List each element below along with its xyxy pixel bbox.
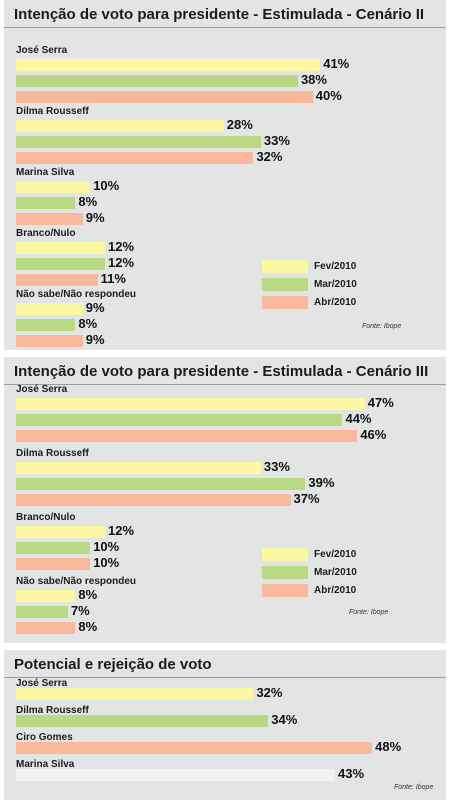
bar-branco-nulo-fev-2010 [16,526,106,538]
data-label-branco-nulo-mar-2010: 10% [93,539,120,554]
chart-title: Intenção de voto para presidente - Estim… [14,6,425,23]
data-label-marina-silva: 43% [338,766,365,781]
chart-panel-cenario-iii: Intenção de voto para presidente - Estim… [4,357,446,643]
bar-jose-serra-abr-2010 [16,91,313,103]
data-label-nao-sabe-nao-respondeu-mar-2010: 7% [70,603,90,618]
legend-label-abr-2010: Abr/2010 [314,585,357,596]
category-label-marina-silva: Marina Silva [16,759,75,770]
bar-nao-sabe-nao-respondeu-fev-2010 [16,303,83,315]
bar-branco-nulo-abr-2010 [16,274,98,286]
bar-branco-nulo-abr-2010 [16,558,91,570]
data-label-dilma-rousseff-fev-2010: 28% [226,117,253,132]
data-label-jose-serra-fev-2010: 47% [367,395,394,410]
category-label-branco-nulo: Branco/Nulo [16,228,76,239]
title-divider [4,27,446,28]
bar-branco-nulo-mar-2010 [16,258,106,270]
bar-marina-silva-fev-2010 [16,181,91,193]
bar-branco-nulo-mar-2010 [16,542,91,554]
bar-marina-silva [16,769,336,781]
bar-nao-sabe-nao-respondeu-fev-2010 [16,590,76,602]
category-label-dilma-rousseff: Dilma Rousseff [16,448,89,459]
bar-jose-serra-fev-2010 [16,398,365,410]
data-label-nao-sabe-nao-respondeu-fev-2010: 9% [85,300,105,315]
data-label-nao-sabe-nao-respondeu-fev-2010: 8% [78,587,98,602]
legend-swatch-mar-2010 [262,566,308,579]
category-label-nao-sabe-nao-respondeu: Não sabe/Não respondeu [16,289,137,300]
chart-panel-potencial-rejeicao: Potencial e rejeição de voto José Serra 32… [4,650,446,800]
bar-nao-sabe-nao-respondeu-mar-2010 [16,319,76,331]
legend-swatch-fev-2010 [262,260,308,273]
data-label-dilma-rousseff-fev-2010: 33% [263,459,290,474]
legend-label-mar-2010: Mar/2010 [314,567,357,578]
data-label-nao-sabe-nao-respondeu-abr-2010: 9% [85,332,105,347]
source-note: Fonte: Ibope [349,609,389,616]
bar-dilma-rousseff-abr-2010 [16,494,291,506]
bar-marina-silva-abr-2010 [16,213,83,225]
legend-label-abr-2010: Abr/2010 [314,297,357,308]
bar-jose-serra-abr-2010 [16,430,358,442]
bar-dilma-rousseff-mar-2010 [16,478,306,490]
data-label-dilma-rousseff: 34% [271,712,298,727]
chart-title: Intenção de voto para presidente - Estim… [14,363,429,380]
source-note: Fonte: Ibope [394,784,434,791]
data-label-dilma-rousseff-abr-2010: 37% [293,491,320,506]
data-label-jose-serra: 32% [256,685,283,700]
bar-dilma-rousseff-fev-2010 [16,462,261,474]
category-label-nao-sabe-nao-respondeu: Não sabe/Não respondeu [16,576,137,587]
bar-nao-sabe-nao-respondeu-abr-2010 [16,622,76,634]
chart-panel-cenario-ii: Intenção de voto para presidente - Estim… [4,0,446,350]
data-label-branco-nulo-abr-2010: 10% [93,555,120,570]
data-label-branco-nulo-mar-2010: 12% [108,255,135,270]
bar-dilma-rousseff-fev-2010 [16,120,224,132]
data-label-jose-serra-abr-2010: 46% [360,427,387,442]
source-note: Fonte: Ibope [362,323,402,330]
data-label-branco-nulo-abr-2010: 11% [100,271,126,286]
legend-label-fev-2010: Fev/2010 [314,261,357,272]
bar-branco-nulo-fev-2010 [16,242,106,254]
category-label-marina-silva: Marina Silva [16,167,75,178]
legend-label-mar-2010: Mar/2010 [314,279,357,290]
category-label-jose-serra: José Serra [16,384,68,395]
bar-dilma-rousseff-mar-2010 [16,136,261,148]
bar-nao-sabe-nao-respondeu-abr-2010 [16,335,83,347]
legend-swatch-abr-2010 [262,584,308,597]
category-label-branco-nulo: Branco/Nulo [16,512,76,523]
data-label-marina-silva-fev-2010: 10% [93,178,120,193]
category-label-dilma-rousseff: Dilma Rousseff [16,705,89,716]
bar-jose-serra-fev-2010 [16,59,321,71]
data-label-dilma-rousseff-mar-2010: 39% [308,475,335,490]
bar-jose-serra-mar-2010 [16,75,298,87]
category-label-jose-serra: José Serra [16,45,68,56]
bar-dilma-rousseff-abr-2010 [16,152,254,164]
data-label-jose-serra-fev-2010: 41% [323,56,350,71]
title-divider [4,677,446,678]
bar-ciro-gomes [16,742,373,754]
data-label-dilma-rousseff-mar-2010: 33% [263,133,290,148]
data-label-marina-silva-abr-2010: 9% [85,210,105,225]
bar-jose-serra [16,688,254,700]
legend-swatch-mar-2010 [262,278,308,291]
data-label-branco-nulo-fev-2010: 12% [108,239,135,254]
data-label-jose-serra-mar-2010: 44% [345,411,372,426]
data-label-jose-serra-mar-2010: 38% [300,72,327,87]
legend-swatch-abr-2010 [262,296,308,309]
bar-marina-silva-mar-2010 [16,197,76,209]
bar-nao-sabe-nao-respondeu-mar-2010 [16,606,68,618]
category-label-dilma-rousseff: Dilma Rousseff [16,106,89,117]
data-label-jose-serra-abr-2010: 40% [315,88,342,103]
bar-dilma-rousseff [16,715,269,727]
data-label-marina-silva-mar-2010: 8% [78,194,98,209]
data-label-branco-nulo-fev-2010: 12% [108,523,135,538]
title-divider [4,384,446,385]
legend-label-fev-2010: Fev/2010 [314,549,357,560]
chart-title: Potencial e rejeição de voto [14,656,212,673]
legend-swatch-fev-2010 [262,548,308,561]
data-label-ciro-gomes: 48% [375,739,402,754]
data-label-nao-sabe-nao-respondeu-mar-2010: 8% [78,316,98,331]
bar-jose-serra-mar-2010 [16,414,343,426]
data-label-dilma-rousseff-abr-2010: 32% [256,149,283,164]
category-label-ciro-gomes: Ciro Gomes [16,732,73,743]
category-label-jose-serra: José Serra [16,678,68,689]
data-label-nao-sabe-nao-respondeu-abr-2010: 8% [78,619,98,634]
